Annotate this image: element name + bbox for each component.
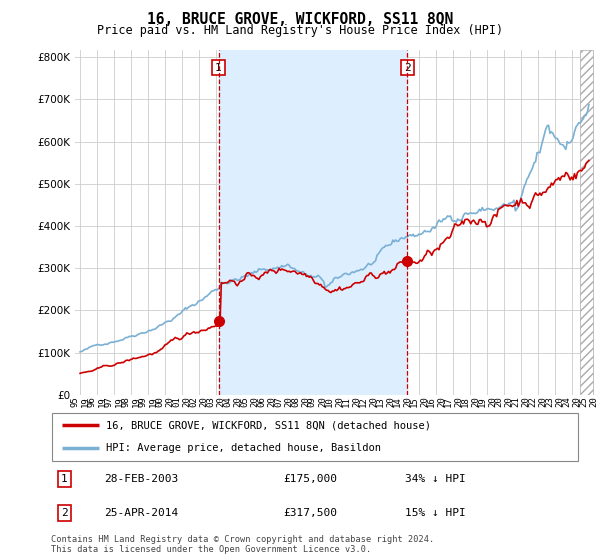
Text: 2: 2 [404, 63, 411, 73]
Text: 16, BRUCE GROVE, WICKFORD, SS11 8QN: 16, BRUCE GROVE, WICKFORD, SS11 8QN [147, 12, 453, 27]
Text: £175,000: £175,000 [283, 474, 337, 484]
Text: 16, BRUCE GROVE, WICKFORD, SS11 8QN (detached house): 16, BRUCE GROVE, WICKFORD, SS11 8QN (det… [106, 420, 431, 430]
Text: Contains HM Land Registry data © Crown copyright and database right 2024.
This d: Contains HM Land Registry data © Crown c… [51, 535, 434, 554]
Text: 1: 1 [61, 474, 68, 484]
Text: £317,500: £317,500 [283, 508, 337, 518]
Text: 28-FEB-2003: 28-FEB-2003 [104, 474, 178, 484]
FancyBboxPatch shape [52, 413, 578, 461]
Text: Price paid vs. HM Land Registry's House Price Index (HPI): Price paid vs. HM Land Registry's House … [97, 24, 503, 36]
Text: 2: 2 [61, 508, 68, 518]
Text: 1: 1 [215, 63, 222, 73]
Text: 15% ↓ HPI: 15% ↓ HPI [405, 508, 466, 518]
Bar [580, 50, 593, 395]
Text: 34% ↓ HPI: 34% ↓ HPI [405, 474, 466, 484]
Bar [580, 50, 593, 395]
Bar [218, 50, 407, 395]
Text: 25-APR-2014: 25-APR-2014 [104, 508, 178, 518]
Text: HPI: Average price, detached house, Basildon: HPI: Average price, detached house, Basi… [106, 444, 382, 454]
